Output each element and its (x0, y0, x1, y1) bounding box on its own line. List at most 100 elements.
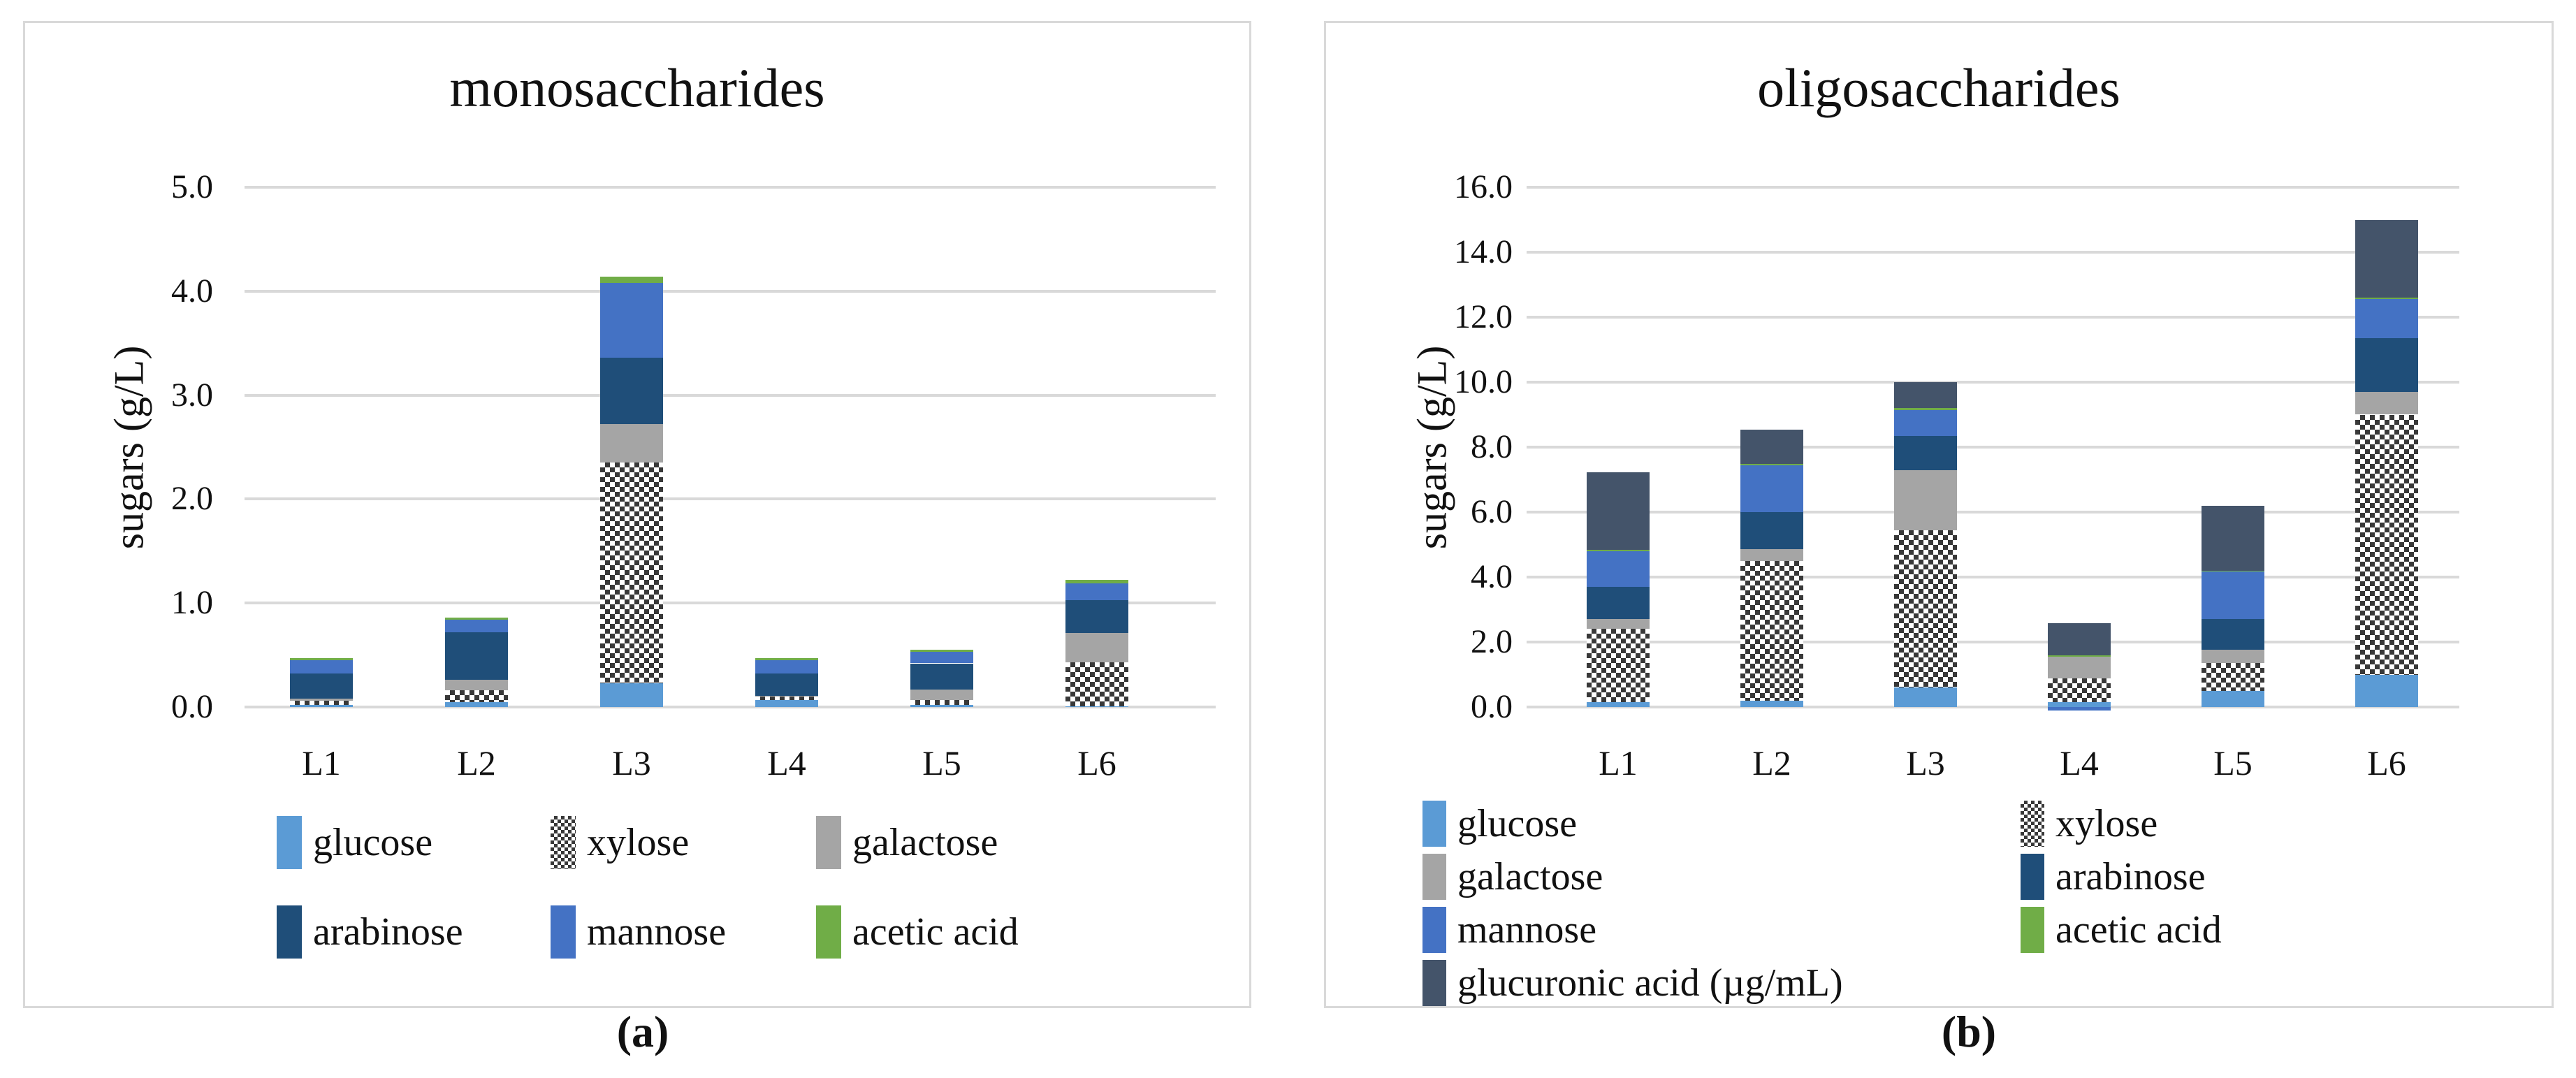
bar-segment-glucuronic-acid-g-mL (1894, 382, 1957, 409)
legend-label: glucose (1457, 802, 1578, 845)
legend-label: acetic acid (852, 910, 1019, 954)
bar-segment-galactose (910, 689, 973, 700)
bar-segment-glucose (2355, 674, 2418, 707)
y-tick-label: 2.0 (1471, 623, 1513, 660)
bar-segment-glucose (600, 683, 663, 707)
bar-segment-xylose (290, 701, 353, 705)
bar-segment-galactose (600, 424, 663, 463)
legend-swatch-acetic-acid (816, 905, 841, 959)
bar-segment-galactose (290, 699, 353, 701)
bar-segment-mannose (445, 620, 508, 632)
y-tick-label: 0.0 (171, 688, 213, 725)
x-category-label: L5 (922, 743, 961, 782)
bar-segment-acetic-acid (1587, 549, 1650, 551)
bar-segment-xylose (2202, 663, 2264, 691)
bar-segment-acetic-acid (290, 658, 353, 661)
legend-label: acetic acid (2055, 908, 2222, 952)
gridline (245, 706, 1216, 708)
bar-segment-xylose (2355, 414, 2418, 675)
legend-item: acetic acid (2021, 907, 2222, 953)
bar-segment-glucose (290, 705, 353, 707)
bar-segment-galactose (445, 680, 508, 691)
x-category-label: L6 (2367, 743, 2406, 782)
gridline (245, 289, 1216, 293)
y-tick-label: 6.0 (1471, 493, 1513, 530)
y-tick-label: 0.0 (1471, 688, 1513, 725)
bar-segment-acetic-acid (1894, 408, 1957, 410)
y-tick-label: 3.0 (171, 376, 213, 414)
y-tick-label: 12.0 (1454, 298, 1513, 335)
x-category-label: L2 (1752, 743, 1791, 782)
legend-swatch-galactose (816, 816, 841, 869)
bar-segment-acetic-acid (910, 650, 973, 653)
bar-segment-acetic-acid (1065, 580, 1128, 583)
bar-segment-glucuronic-acid-g-mL (2202, 506, 2264, 571)
y-tick-label: 4.0 (1471, 558, 1513, 595)
legend-label: arabinose (313, 910, 463, 954)
legend-item: galactose (1422, 854, 1603, 900)
bar-segment-glucuronic-acid-g-mL (1740, 430, 1803, 465)
legend-item: glucose (1422, 801, 1577, 847)
gridline (1527, 381, 2459, 384)
gridline (1527, 446, 2459, 449)
bar-segment-arabinose (1894, 435, 1957, 470)
y-tick-label: 10.0 (1454, 363, 1513, 400)
legend-item: acetic acid (816, 905, 1019, 959)
y-tick-label: 8.0 (1471, 428, 1513, 465)
bar-segment-acetic-acid (2048, 655, 2111, 657)
x-category-label: L3 (612, 743, 651, 782)
bar-segment-galactose (1740, 549, 1803, 561)
x-category-label: L4 (767, 743, 806, 782)
gridline (1527, 641, 2459, 643)
bar-segment-arabinose (1740, 512, 1803, 550)
gridline (245, 497, 1216, 501)
gridline (245, 393, 1216, 397)
legend-item: xylose (551, 816, 689, 869)
bar-segment-glucose (1065, 706, 1128, 707)
legend-item: arabinose (277, 905, 463, 959)
legend-label: galactose (852, 821, 998, 864)
y-tick-label: 1.0 (171, 584, 213, 622)
bar-segment-mannose (2048, 707, 2111, 711)
bar-segment-galactose (1894, 469, 1957, 530)
legend-swatch-arabinose (277, 905, 302, 959)
gridline (245, 186, 1216, 189)
x-category-label: L6 (1077, 743, 1116, 782)
bar-segment-xylose (1894, 530, 1957, 688)
legend-item: glucose (277, 816, 432, 869)
bar-segment-xylose (2048, 678, 2111, 702)
bar-segment-glucose (1740, 700, 1803, 707)
x-category-label: L2 (457, 743, 496, 782)
bar-segment-xylose (755, 697, 818, 700)
bar-segment-arabinose (600, 358, 663, 425)
bar-segment-arabinose (910, 663, 973, 690)
legend-item: arabinose (2021, 854, 2206, 900)
bar-segment-acetic-acid (2355, 298, 2418, 300)
gridline (1527, 576, 2459, 578)
bar-segment-glucose (1587, 702, 1650, 707)
y-tick-label: 16.0 (1454, 168, 1513, 205)
legend-swatch-glucose (1422, 801, 1446, 847)
bar-segment-glucose (755, 699, 818, 707)
legend-label: galactose (1457, 855, 1603, 898)
chart-a-y-axis-label: sugars (g/L) (91, 187, 168, 707)
gridline (1527, 186, 2459, 189)
gridline (1527, 251, 2459, 254)
bar-segment-xylose (600, 462, 663, 683)
bar-segment-arabinose (290, 673, 353, 699)
chart-b-title: oligosaccharides (1757, 57, 2120, 118)
bar-segment-mannose (290, 660, 353, 674)
gridline (1527, 316, 2459, 319)
x-category-label: L3 (1906, 743, 1945, 782)
legend-swatch-galactose (1422, 854, 1446, 900)
legend-swatch-glucuronic-acid-g-mL (1422, 960, 1446, 1006)
legend-label: arabinose (2055, 855, 2206, 898)
bar-segment-arabinose (755, 673, 818, 696)
y-tick-label: 14.0 (1454, 233, 1513, 270)
bar-segment-galactose (1587, 619, 1650, 629)
bar-segment-mannose (1740, 465, 1803, 512)
bar-segment-xylose (445, 690, 508, 702)
bar-segment-arabinose (1065, 599, 1128, 634)
x-category-label: L1 (1599, 743, 1638, 782)
